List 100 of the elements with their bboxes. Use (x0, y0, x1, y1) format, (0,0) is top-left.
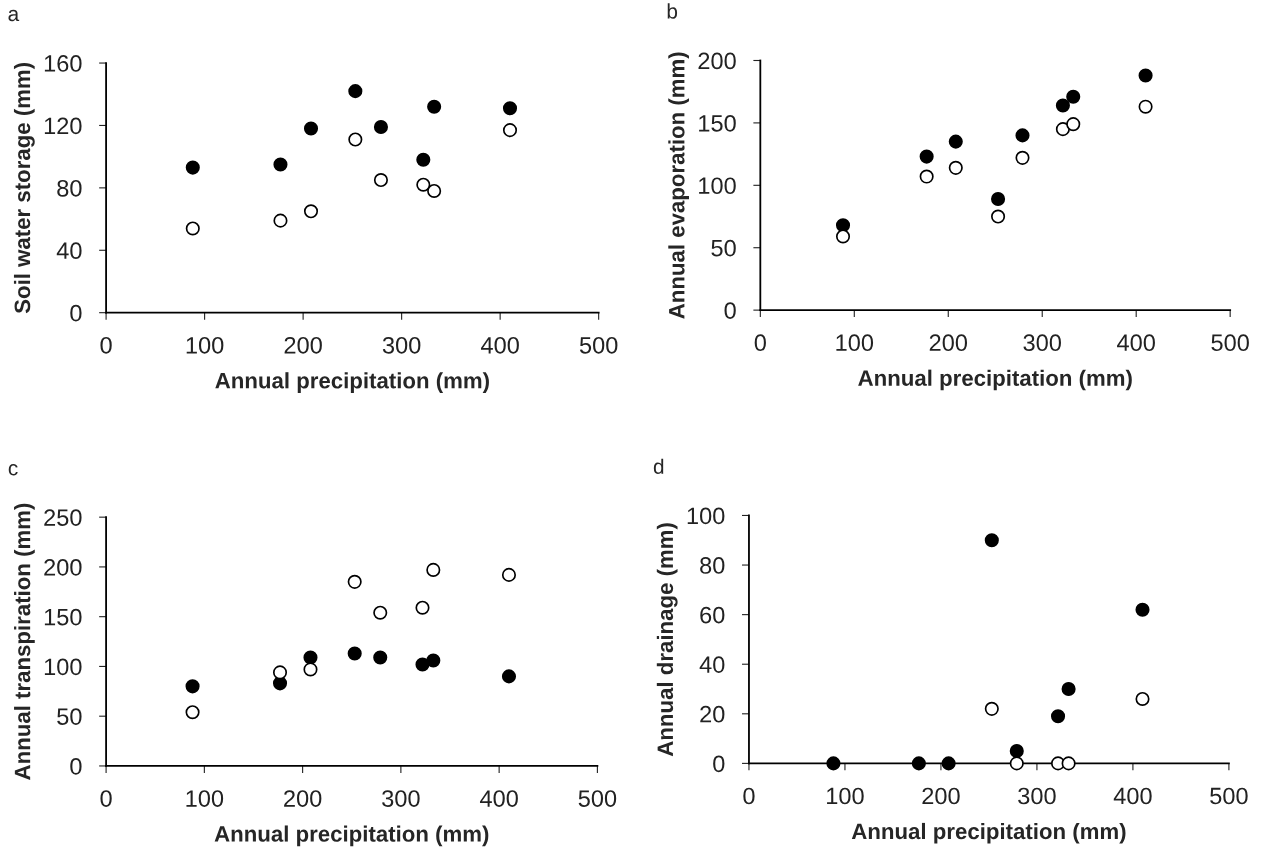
y-tick-label: 100 (699, 177, 736, 195)
point (185, 705, 200, 720)
x-tick-label: 300 (382, 336, 421, 354)
chart-title: c (8, 464, 18, 476)
y-tick-label: 40 (56, 242, 82, 260)
point (373, 650, 388, 665)
point (273, 213, 288, 228)
point (941, 756, 956, 771)
x-tick-label: 0 (100, 336, 112, 354)
point (1015, 128, 1030, 143)
point (1050, 709, 1066, 724)
y-tick-label: 100 (687, 507, 725, 525)
point (426, 562, 441, 577)
point (1055, 98, 1070, 113)
y-tick-label: 50 (711, 239, 736, 257)
y-tick-label: 60 (700, 606, 725, 624)
point (303, 662, 318, 677)
x-axis-title: Annual precipitation (mm) (851, 822, 1126, 844)
x-tick-label: 200 (929, 334, 968, 352)
y-axis-title: Annual transpiration (mm) (14, 503, 35, 780)
x-tick-label: 100 (836, 334, 874, 352)
point (1066, 89, 1081, 104)
point (1055, 122, 1070, 137)
y-tick-label: 50 (57, 708, 82, 725)
point (373, 173, 388, 188)
y-tick-label: 160 (44, 55, 82, 72)
point (348, 132, 363, 147)
point (1135, 691, 1150, 706)
point (303, 121, 319, 136)
point (1135, 602, 1150, 617)
x-tick-label: 100 (827, 787, 864, 805)
chart-title: d (653, 458, 664, 474)
point (416, 177, 431, 192)
y-tick-label: 0 (724, 302, 736, 319)
y-tick-label: 120 (44, 117, 82, 135)
point (373, 605, 388, 620)
y-axis-title: Soil water storage (mm) (13, 63, 35, 314)
point (303, 204, 319, 219)
x-tick-label: 400 (1117, 334, 1155, 352)
point (1061, 756, 1076, 771)
y-tick-label: 200 (698, 52, 736, 70)
x-tick-label: 200 (922, 787, 960, 805)
x-tick-label: 500 (1211, 334, 1249, 352)
x-axis-title: Annual precipitation (mm) (214, 825, 489, 847)
x-tick-label: 0 (754, 334, 766, 352)
y-tick-label: 80 (700, 557, 725, 574)
point (303, 650, 318, 665)
x-tick-label: 200 (284, 336, 322, 354)
y-tick-label: 40 (699, 656, 725, 674)
point (185, 679, 200, 694)
point (502, 123, 518, 138)
y-tick-label: 150 (699, 114, 736, 132)
point (272, 665, 288, 680)
point (1066, 117, 1081, 132)
x-tick-label: 200 (284, 790, 322, 807)
point (991, 209, 1006, 224)
x-tick-label: 400 (1113, 787, 1152, 805)
x-tick-label: 500 (579, 336, 618, 354)
x-tick-label: 0 (100, 790, 112, 807)
x-tick-label: 500 (578, 790, 617, 807)
point (1009, 756, 1024, 771)
point (427, 99, 442, 114)
point (426, 653, 441, 668)
chart-title: a (8, 9, 20, 22)
x-tick-label: 400 (479, 790, 518, 807)
y-tick-label: 100 (44, 658, 82, 676)
point (1138, 99, 1153, 114)
point (501, 669, 517, 684)
y-axis-title: Annual drainage (mm) (656, 523, 678, 757)
point (502, 101, 518, 116)
y-axis-title: Annual evaporation (mm) (668, 52, 689, 319)
x-tick-label: 100 (186, 790, 224, 807)
point (348, 84, 363, 99)
x-tick-label: 300 (1018, 787, 1056, 805)
point (984, 701, 999, 716)
point (185, 221, 200, 236)
point (272, 676, 288, 691)
point (1138, 68, 1153, 83)
x-tick-label: 100 (186, 336, 224, 354)
x-tick-label: 300 (382, 790, 420, 807)
x-tick-label: 300 (1023, 334, 1061, 352)
point (1015, 150, 1030, 165)
point (415, 600, 430, 615)
point (416, 152, 431, 167)
point (835, 229, 851, 244)
x-tick-label: 0 (743, 787, 755, 805)
point (427, 183, 442, 199)
y-tick-label: 80 (57, 179, 82, 197)
point (826, 756, 841, 771)
point (185, 160, 200, 175)
y-tick-label: 0 (70, 304, 82, 322)
point (948, 160, 963, 175)
point (1009, 743, 1024, 759)
x-tick-label: 500 (1210, 787, 1248, 805)
y-tick-label: 0 (70, 758, 82, 775)
y-tick-label: 0 (713, 755, 725, 773)
point (373, 119, 388, 135)
point (948, 134, 963, 149)
chart-title: b (667, 3, 678, 19)
point (501, 567, 517, 582)
